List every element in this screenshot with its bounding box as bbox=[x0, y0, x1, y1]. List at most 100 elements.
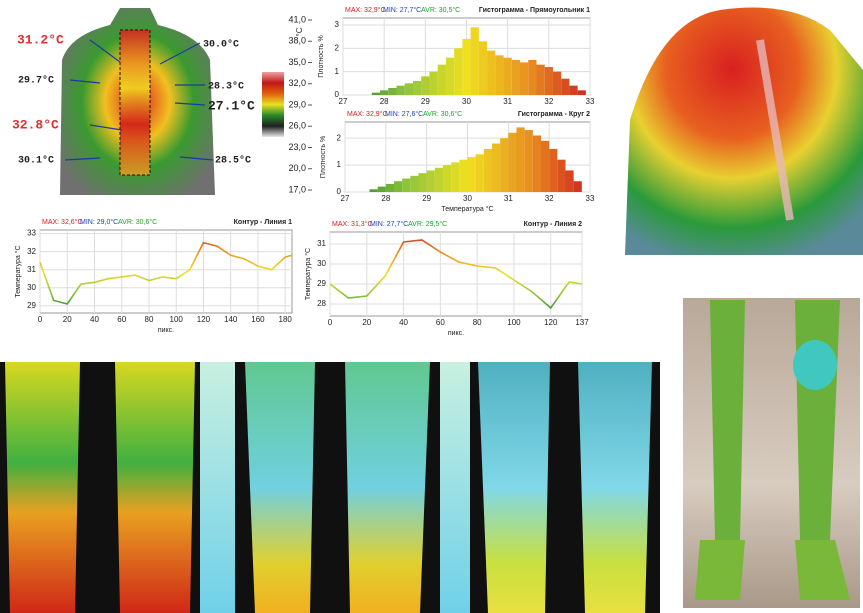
histogram-bar bbox=[377, 186, 386, 192]
x-tick-label: 40 bbox=[399, 318, 408, 327]
x-tick-label: 27 bbox=[341, 194, 350, 203]
y-tick-label: 31 bbox=[317, 239, 326, 248]
chart-title: Гистограмма - Круг 2 bbox=[518, 111, 590, 118]
chart-stat: AVR: 29,5°C bbox=[408, 220, 447, 228]
x-tick-label: 80 bbox=[473, 318, 482, 327]
y-tick-label: 3 bbox=[335, 20, 340, 29]
x-tick-label: 28 bbox=[380, 97, 389, 106]
chart-title: Гистограмма - Прямоугольник 1 bbox=[479, 7, 590, 14]
y-tick-label: 28 bbox=[317, 299, 326, 308]
leg-thermograms bbox=[0, 362, 660, 613]
histogram-bar bbox=[478, 41, 488, 95]
y-tick-label: 0 bbox=[337, 187, 342, 196]
y-axis-label: Плотность % bbox=[318, 35, 325, 77]
histogram-bar bbox=[492, 143, 501, 192]
y-tick-label: 2 bbox=[335, 43, 340, 52]
x-tick-label: 20 bbox=[362, 318, 371, 327]
x-tick-label: 120 bbox=[544, 318, 558, 327]
leg-photo bbox=[683, 298, 860, 608]
y-tick-label: 33 bbox=[27, 229, 36, 238]
histogram-bar bbox=[532, 135, 541, 192]
chart-stat: MAX: 32,6°C bbox=[42, 218, 83, 226]
x-tick-label: 0 bbox=[38, 315, 43, 324]
x-tick-label: 31 bbox=[503, 97, 512, 106]
x-tick-label: 30 bbox=[463, 194, 472, 203]
histogram-bar bbox=[445, 57, 455, 95]
x-tick-label: 27 bbox=[339, 97, 348, 106]
histogram-bar bbox=[573, 181, 582, 192]
temp-label: 29.7°C bbox=[18, 75, 54, 87]
histogram-bar bbox=[421, 76, 430, 95]
temp-label: 28.3°C bbox=[208, 81, 244, 93]
histogram-bar bbox=[557, 159, 566, 192]
histogram-bar bbox=[394, 181, 403, 192]
histogram-bar bbox=[429, 71, 438, 95]
histogram-bar bbox=[565, 170, 574, 192]
colorbar-tick-label: 26,0 bbox=[288, 121, 306, 131]
y-tick-label: 29 bbox=[317, 279, 326, 288]
colorbar-tick-label: 20,0 bbox=[288, 163, 306, 173]
plot-area bbox=[329, 231, 583, 317]
chart-title: Контур - Линия 2 bbox=[524, 221, 582, 228]
profile-line bbox=[329, 239, 583, 310]
x-axis-label: пикс. bbox=[158, 327, 174, 334]
y-tick-label: 1 bbox=[335, 67, 340, 76]
chart-stat: MAX: 32,9°C bbox=[347, 110, 388, 118]
histogram-bar bbox=[503, 57, 512, 95]
x-tick-label: 100 bbox=[170, 315, 184, 324]
temp-label: 30.1°C bbox=[18, 155, 54, 167]
histogram-bar bbox=[467, 157, 476, 192]
x-tick-label: 31 bbox=[504, 194, 513, 203]
y-tick-label: 31 bbox=[27, 265, 36, 274]
histogram-bar bbox=[371, 92, 381, 95]
histogram-bar bbox=[520, 62, 529, 95]
x-tick-label: 33 bbox=[586, 194, 595, 203]
colorbar-unit: °C bbox=[295, 27, 304, 36]
histogram-bar bbox=[396, 85, 405, 95]
profile-line bbox=[39, 241, 293, 305]
chart-stat: MAX: 32,9°C bbox=[345, 6, 386, 14]
histogram-bar bbox=[475, 154, 484, 192]
colorbar bbox=[262, 72, 284, 137]
chart-stat: AVR: 30,6°C bbox=[423, 110, 462, 118]
histogram-bar bbox=[443, 165, 452, 192]
x-axis-label: пикс. bbox=[448, 330, 464, 337]
histogram-bar bbox=[454, 48, 463, 95]
histogram-bar bbox=[462, 39, 471, 95]
histogram-bar bbox=[561, 78, 570, 95]
x-tick-label: 120 bbox=[197, 315, 211, 324]
histogram-bar bbox=[451, 162, 460, 192]
histogram-bar bbox=[544, 67, 553, 95]
histogram-bar bbox=[569, 85, 578, 95]
x-axis-label: Температура °C bbox=[441, 205, 493, 213]
x-tick-label: 137 bbox=[575, 318, 589, 327]
x-tick-label: 28 bbox=[381, 194, 390, 203]
y-tick-label: 29 bbox=[27, 301, 36, 310]
colorbar-tick-label: 23,0 bbox=[288, 142, 306, 152]
chart-stat: MIN: 27,7°C bbox=[383, 6, 421, 14]
colorbar-tick-label: 32,0 bbox=[288, 78, 306, 88]
temp-label: 27.1°C bbox=[208, 98, 255, 113]
histogram-bar bbox=[426, 170, 435, 192]
histogram-bar bbox=[549, 148, 558, 192]
x-tick-label: 32 bbox=[544, 97, 553, 106]
y-tick-label: 2 bbox=[337, 133, 342, 142]
temp-label: 32.8°C bbox=[12, 117, 59, 132]
x-tick-label: 33 bbox=[586, 97, 595, 106]
y-tick-label: 32 bbox=[27, 247, 36, 256]
surface-3d bbox=[625, 7, 863, 255]
histogram-bar bbox=[508, 132, 517, 192]
histogram-bar bbox=[437, 64, 446, 95]
histogram-bar bbox=[404, 83, 413, 95]
histogram-bar bbox=[369, 189, 378, 192]
x-tick-label: 0 bbox=[328, 318, 333, 327]
back-thermogram bbox=[45, 5, 225, 195]
histogram-bar bbox=[434, 167, 443, 192]
x-tick-label: 160 bbox=[251, 315, 265, 324]
x-tick-label: 30 bbox=[462, 97, 471, 106]
histogram-bar bbox=[536, 64, 545, 95]
colorbar-tick-label: 17,0 bbox=[288, 184, 306, 194]
chart-title: Контур - Линия 1 bbox=[234, 219, 292, 226]
histogram-bar bbox=[470, 27, 479, 95]
